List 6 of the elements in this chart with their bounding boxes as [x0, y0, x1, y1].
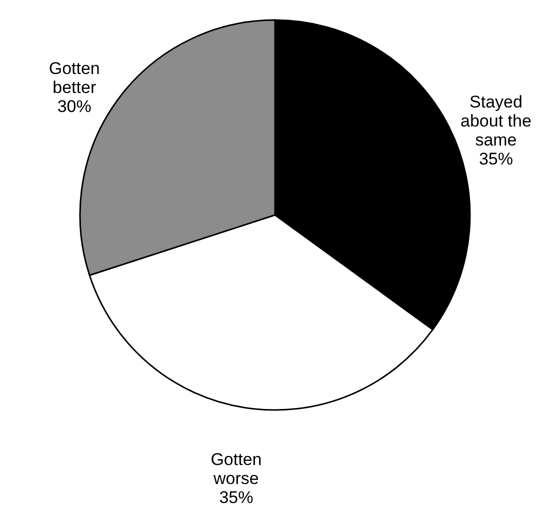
data-label: 35% [478, 149, 513, 168]
slice-label: Stayed about the same [460, 92, 532, 150]
data-label: 35% [219, 488, 254, 507]
slice-label: Gotten worse [210, 450, 262, 488]
slice-label: Gotten better [48, 59, 100, 98]
data-label: 30% [57, 97, 92, 116]
